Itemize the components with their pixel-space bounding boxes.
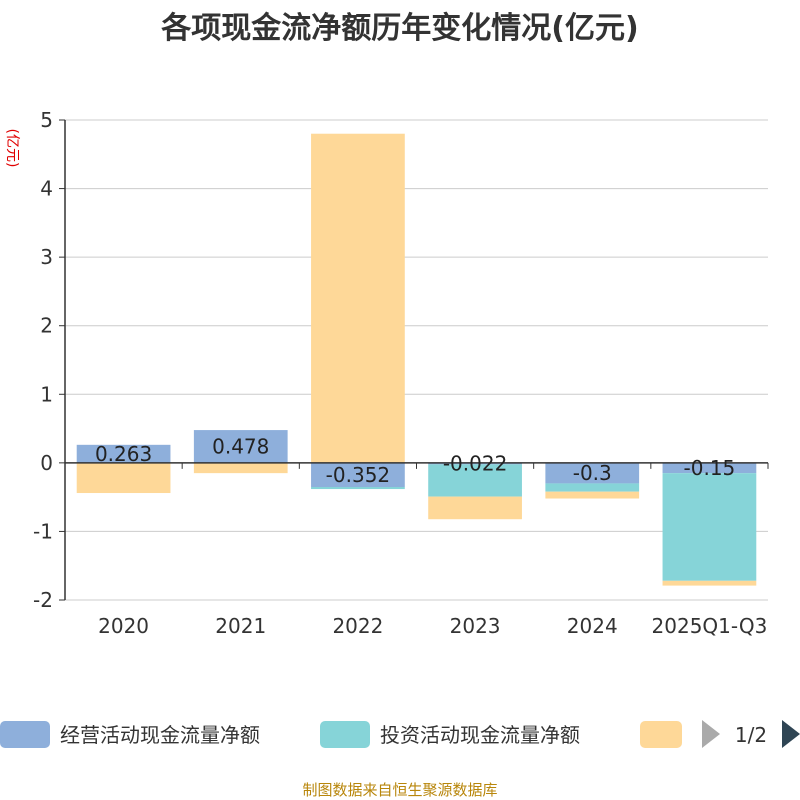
x-tick-label: 2020 [98, 614, 149, 638]
bar-2023-series-1[interactable] [428, 464, 522, 497]
legend: 经营活动现金流量净额 投资活动现金流量净额 1/2 [0, 720, 800, 748]
y-axis-unit: (亿元) [4, 129, 20, 168]
x-tick-label: 2025Q1-Q3 [652, 614, 768, 638]
legend-swatch-operating[interactable] [0, 721, 50, 748]
bar-2025Q1-Q3-series-0[interactable] [662, 462, 757, 474]
x-tick-label: 2024 [567, 614, 618, 638]
legend-next-page-icon[interactable] [782, 720, 800, 748]
y-tick-label: 4 [40, 177, 53, 201]
bar-2025Q1-Q3-series-1[interactable] [662, 473, 757, 581]
data-label: -0.022 [443, 452, 507, 476]
data-label: -0.15 [684, 456, 736, 480]
y-tick-label: 2 [40, 314, 53, 338]
bar-2024-series-0[interactable] [545, 462, 640, 484]
x-tick-label: 2022 [332, 614, 383, 638]
bar-2022-series-1[interactable] [311, 486, 405, 490]
x-tick-label: 2021 [215, 614, 266, 638]
grid-lines [65, 119, 768, 601]
source-note: 制图数据来自恒生聚源数据库 [302, 781, 497, 799]
bar-2024-series-1[interactable] [545, 483, 640, 492]
data-label: 0.263 [95, 442, 152, 466]
data-label: 0.478 [212, 434, 269, 458]
chart-title: 各项现金流净额历年变化情况(亿元) [160, 11, 638, 46]
bar-2020-series-0[interactable] [76, 444, 171, 463]
bar-series [76, 133, 757, 586]
legend-swatch-investing[interactable] [320, 721, 370, 748]
y-tick-label: 3 [40, 245, 53, 269]
legend-label-operating[interactable]: 经营活动现金流量净额 [60, 723, 260, 747]
x-tick-label: 2023 [450, 614, 501, 638]
data-label: -0.3 [573, 461, 612, 485]
data-label: -0.352 [326, 463, 390, 487]
y-axis-ticks: -2 -1 0 1 2 3 4 5 [33, 108, 65, 612]
bar-2021-series-0[interactable] [193, 430, 288, 463]
legend-swatch-financing[interactable] [640, 721, 682, 748]
y-tick-label: 1 [40, 382, 53, 406]
x-axis-ticks: 2020 2021 2022 2023 2024 2025Q1-Q3 [64, 462, 769, 638]
bar-2024-series-2[interactable] [545, 491, 640, 499]
data-labels: 0.263 0.478 -0.352 -0.022 -0.3 -0.15 [95, 434, 735, 486]
bar-2021-series-2[interactable] [193, 462, 288, 474]
y-tick-label: -1 [33, 519, 53, 543]
legend-label-investing[interactable]: 投资活动现金流量净额 [380, 723, 580, 747]
bar-2020-series-2[interactable] [76, 462, 171, 494]
y-tick-label: -2 [33, 588, 53, 612]
legend-page-indicator: 1/2 [735, 723, 767, 747]
bar-2023-series-2[interactable] [428, 496, 522, 520]
y-tick-label: 0 [40, 451, 53, 475]
legend-prev-page-icon[interactable] [702, 720, 720, 748]
bar-2022-series-2[interactable] [311, 133, 405, 463]
bar-2022-series-0[interactable] [311, 462, 405, 487]
y-tick-label: 5 [40, 108, 53, 132]
bar-2025Q1-Q3-series-2[interactable] [662, 580, 757, 586]
bar-2023-series-0[interactable] [428, 462, 522, 465]
